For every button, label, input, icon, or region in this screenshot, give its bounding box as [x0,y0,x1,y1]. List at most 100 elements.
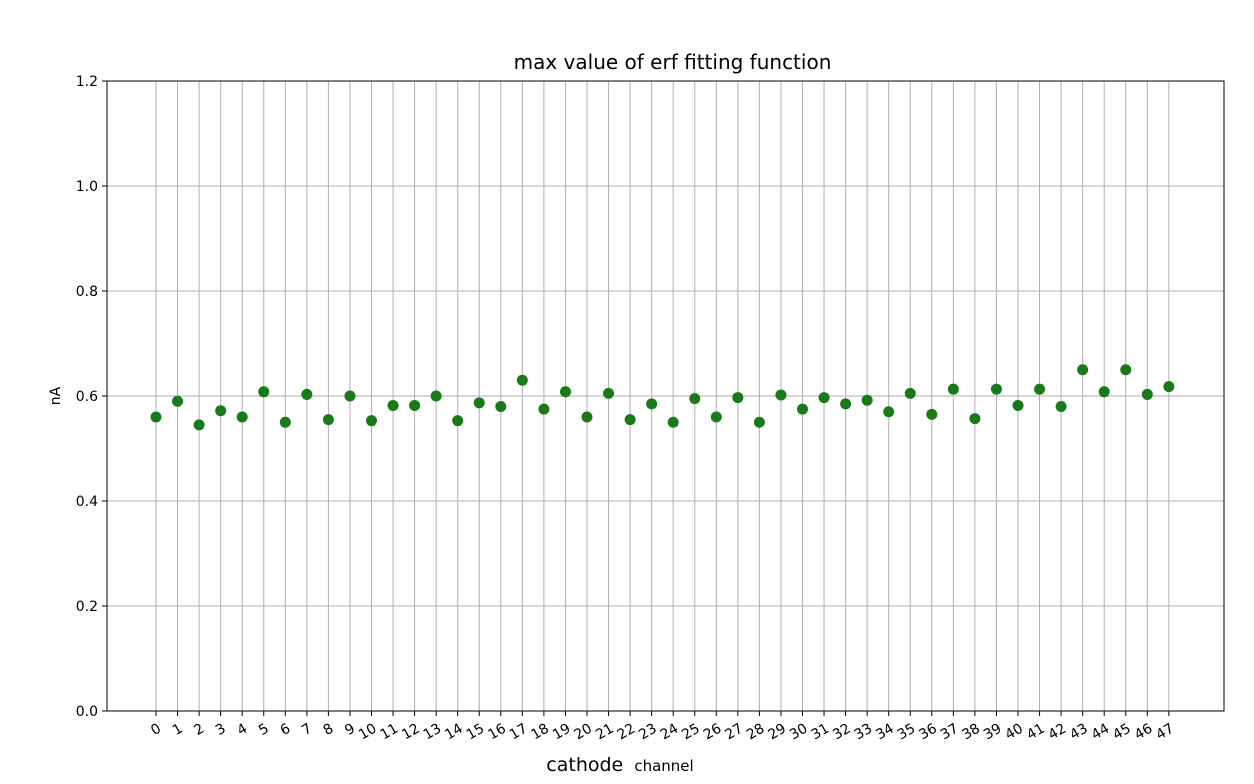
x-tick-label: 33 [852,721,875,744]
data-point [409,399,421,411]
data-point [904,387,916,399]
data-point [861,394,873,406]
x-tick-label: 31 [809,721,832,744]
x-tick-label: 43 [1067,721,1090,744]
data-point [753,416,765,428]
data-point [236,411,248,423]
x-tick-label: 4 [234,721,250,739]
data-point [947,383,959,395]
data-point [1120,364,1132,376]
data-point [258,386,270,398]
data-point [1077,364,1089,376]
x-tick-label: 36 [916,721,940,744]
x-tick-label: 26 [701,721,725,744]
x-tick-label: 1 [170,721,186,739]
data-point [559,386,571,398]
x-tick-label: 40 [1003,721,1026,744]
data-point [452,415,464,427]
x-tick-label: 39 [981,721,1004,744]
x-axis-ticks: 0 1 2 3 4 5 6 7 8 9101112131415161718192021222324… [148,711,1177,743]
data-point [775,389,787,401]
x-tick-label: 5 [256,721,272,739]
data-point [430,390,442,402]
data-point [516,374,528,386]
x-axis-label-sub: channel [634,757,693,775]
x-tick-label: 13 [421,721,444,744]
x-tick-label: 29 [766,721,789,744]
x-tick-label: 24 [658,721,682,744]
y-tick-label: 1.2 [76,74,98,90]
x-tick-label: 34 [873,721,897,744]
data-point [172,395,184,407]
x-tick-label: 42 [1046,721,1069,744]
data-point [473,397,485,409]
data-point [301,388,313,400]
data-point [840,398,852,410]
data-point [322,414,334,426]
data-point [193,419,205,431]
x-tick-label: 3 [213,721,229,739]
x-tick-label: 10 [356,721,379,744]
x-tick-label: 44 [1089,721,1113,744]
x-tick-label: 8 [321,721,337,739]
y-tick-label: 0.0 [76,704,98,720]
x-tick-label: 12 [399,721,422,744]
data-point [495,401,507,412]
x-tick-label: 17 [507,721,530,744]
y-axis-ticks: 0.0 0.2 0.4 0.6 0.8 1.0 1.2 [76,74,107,720]
data-point [710,411,722,423]
chart-title: max value of erf fitting function [514,50,832,74]
y-axis-label: nA [48,386,64,405]
data-point [366,415,377,427]
x-tick-label: 23 [636,721,659,744]
data-point [926,408,938,420]
y-tick-label: 1.0 [76,179,98,195]
data-point [732,392,744,404]
y-tick-label: 0.4 [76,494,98,510]
data-point [818,392,830,404]
data-point [1163,381,1175,393]
x-tick-label: 38 [959,721,982,744]
data-point [689,393,701,405]
x-tick-label: 6 [278,721,294,739]
x-tick-label: 32 [830,721,853,744]
data-point [990,383,1002,395]
data-point [603,387,615,399]
data-point [215,405,227,417]
x-tick-label: 19 [550,721,573,744]
x-tick-label: 7 [299,721,315,739]
data-point [1098,386,1110,398]
x-tick-label: 16 [485,721,509,744]
x-tick-label: 15 [464,721,487,744]
x-tick-label: 47 [1153,721,1176,744]
data-point [150,411,162,423]
x-tick-label: 30 [787,721,810,744]
data-point [624,414,636,426]
data-point [667,416,679,428]
x-tick-label: 18 [528,721,551,744]
data-point [1141,388,1153,400]
data-point [646,398,658,410]
y-tick-label: 0.2 [76,599,98,615]
x-tick-label: 46 [1132,721,1156,744]
x-tick-label: 41 [1024,721,1047,744]
y-tick-label: 0.8 [76,284,98,300]
grid-lines [107,80,1224,712]
data-point [1012,399,1024,411]
data-point [797,403,808,415]
x-tick-label: 25 [679,721,702,744]
x-tick-label: 45 [1110,721,1133,744]
x-tick-label: 27 [722,721,745,744]
x-tick-label: 2 [191,721,207,739]
data-point [279,416,291,428]
x-tick-label: 22 [615,721,638,744]
y-tick-label: 0.6 [76,389,98,405]
x-tick-label: 35 [895,721,918,744]
data-point [387,399,399,411]
data-point [581,411,593,423]
data-point [883,406,895,418]
data-point [969,413,981,425]
x-tick-label: 0 [148,721,164,739]
x-tick-label: 20 [572,721,595,744]
data-point [1034,383,1046,395]
